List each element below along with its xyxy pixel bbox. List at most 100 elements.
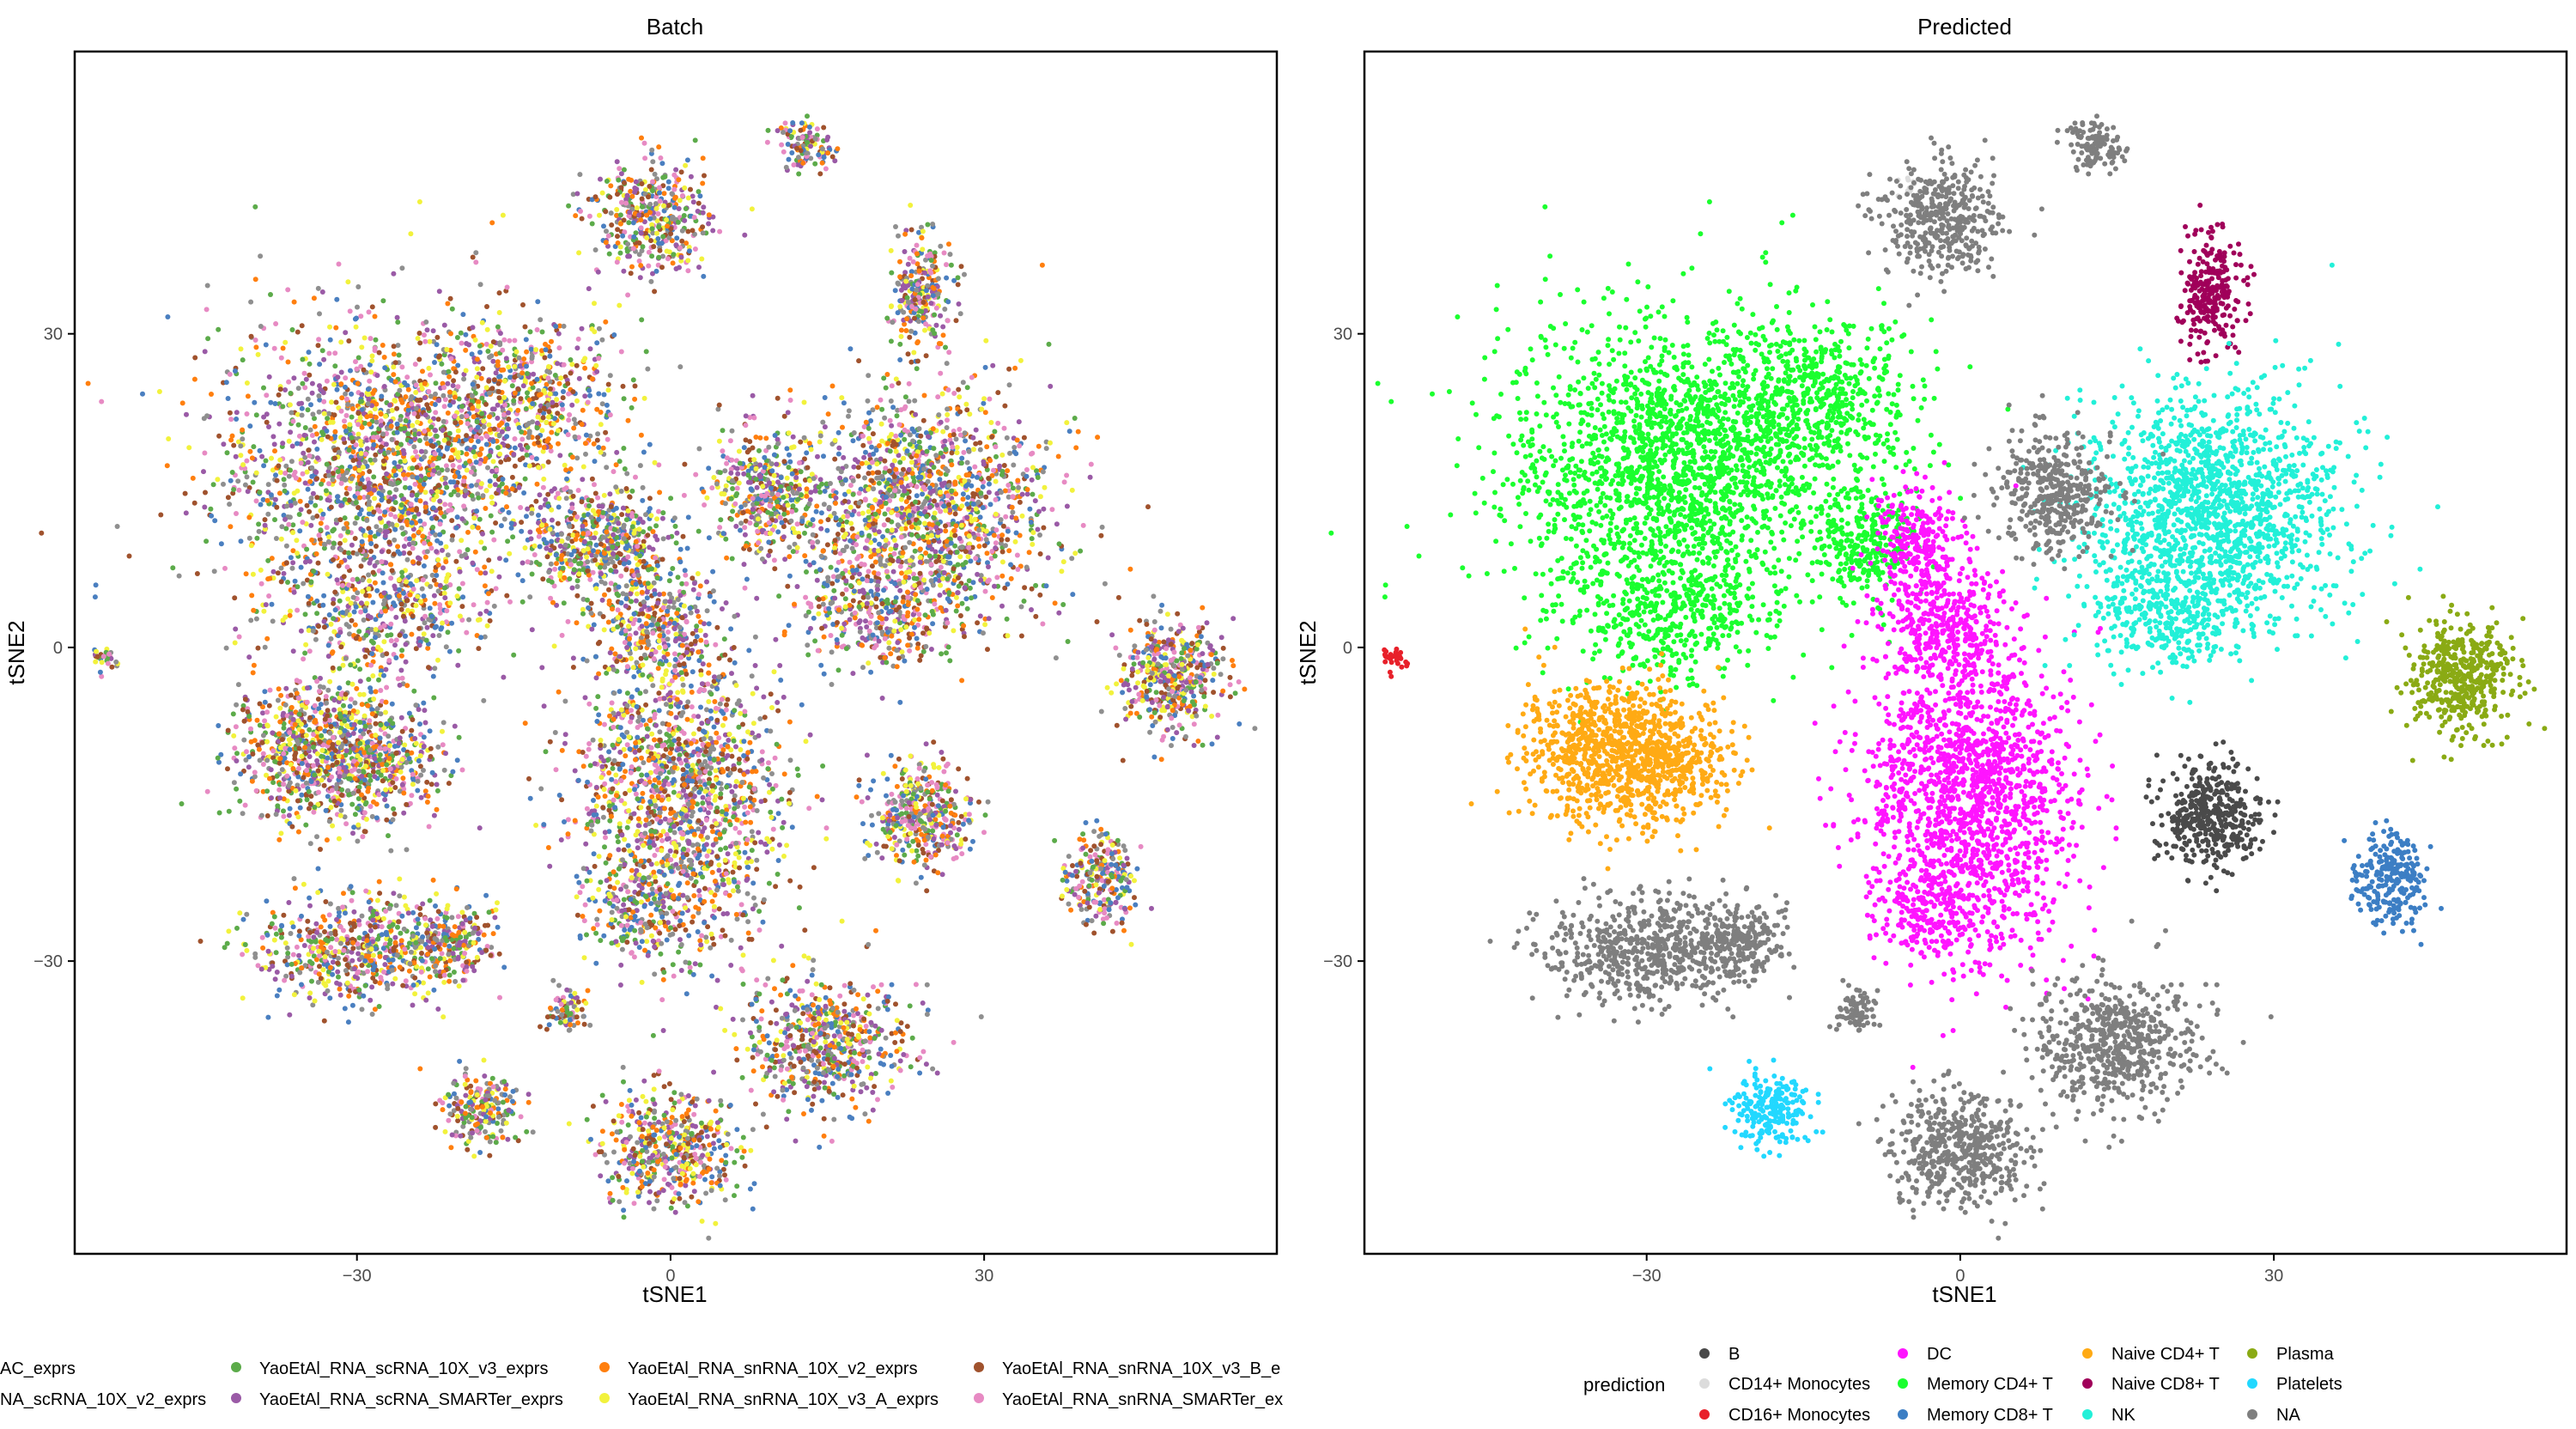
point	[288, 747, 293, 752]
point	[331, 382, 337, 387]
point	[520, 302, 526, 307]
point	[374, 415, 379, 420]
point	[360, 539, 365, 544]
point	[349, 802, 355, 807]
point	[392, 527, 398, 532]
point	[671, 605, 677, 610]
point	[332, 363, 337, 368]
point	[269, 492, 274, 497]
point	[362, 810, 368, 815]
point	[535, 421, 540, 426]
point	[626, 418, 631, 423]
point	[313, 424, 318, 429]
point	[275, 478, 280, 483]
point	[270, 748, 276, 753]
point	[499, 421, 504, 426]
point	[234, 751, 240, 756]
point	[471, 382, 476, 387]
point	[361, 368, 367, 373]
point	[282, 726, 287, 731]
point	[460, 768, 465, 773]
point	[769, 705, 775, 710]
point	[273, 497, 278, 502]
point	[592, 482, 597, 487]
point	[702, 621, 707, 626]
point	[388, 575, 393, 581]
point	[251, 480, 256, 485]
point	[311, 629, 316, 634]
point	[370, 600, 375, 605]
point	[384, 685, 389, 690]
point	[549, 562, 554, 567]
point	[301, 451, 306, 456]
point	[170, 565, 175, 570]
point	[649, 732, 654, 737]
point	[265, 512, 270, 517]
point	[370, 673, 375, 678]
point	[370, 711, 375, 716]
point	[377, 509, 382, 514]
point	[571, 655, 576, 660]
point	[399, 602, 404, 607]
point	[266, 482, 271, 487]
point	[390, 522, 395, 527]
point	[339, 481, 344, 486]
point	[518, 457, 523, 462]
point	[623, 466, 628, 471]
point	[608, 412, 613, 417]
point	[410, 559, 416, 564]
point	[392, 460, 397, 465]
point	[489, 469, 495, 474]
point	[406, 387, 411, 392]
point	[325, 525, 330, 530]
point	[440, 548, 445, 553]
point	[683, 581, 689, 587]
point	[311, 491, 316, 496]
point	[314, 611, 319, 616]
point	[342, 418, 347, 423]
point	[672, 664, 677, 669]
point	[180, 400, 185, 405]
point	[316, 696, 321, 702]
point	[672, 668, 677, 673]
point	[254, 536, 259, 541]
point	[336, 740, 341, 745]
point	[308, 428, 313, 433]
point	[366, 786, 371, 791]
point	[258, 448, 263, 453]
point	[473, 337, 478, 343]
point	[305, 797, 310, 802]
point	[672, 651, 677, 656]
point	[278, 745, 283, 751]
point	[263, 645, 268, 650]
point	[434, 807, 440, 812]
point	[633, 384, 638, 389]
point	[485, 623, 490, 629]
point	[443, 751, 448, 756]
point	[359, 398, 364, 404]
point	[208, 507, 213, 512]
point	[538, 562, 543, 567]
point	[347, 486, 352, 491]
point	[354, 500, 359, 505]
point	[674, 531, 679, 536]
point	[259, 581, 264, 587]
point	[342, 574, 347, 579]
point	[247, 423, 252, 429]
point	[547, 864, 552, 869]
point	[453, 474, 458, 479]
point	[423, 412, 428, 417]
point	[362, 608, 368, 613]
point	[418, 599, 423, 605]
point	[286, 783, 291, 788]
point	[450, 447, 455, 453]
point	[568, 562, 574, 568]
point	[567, 576, 572, 581]
point	[428, 746, 434, 751]
point	[324, 429, 329, 434]
point	[509, 520, 514, 526]
point	[343, 497, 348, 502]
point	[607, 491, 612, 496]
point	[422, 708, 427, 713]
point	[689, 611, 694, 616]
